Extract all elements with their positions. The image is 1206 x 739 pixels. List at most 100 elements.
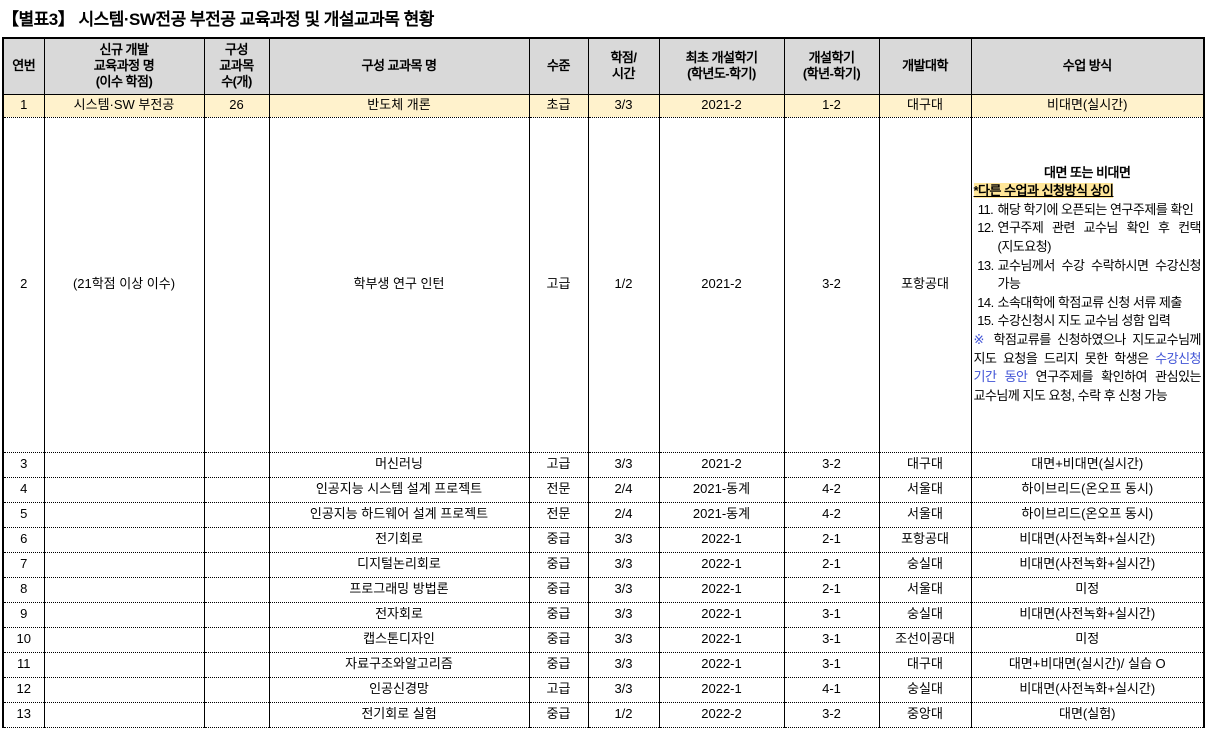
cell-first-term: 2022-1 xyxy=(658,601,784,627)
cell-no: 10 xyxy=(2,626,44,652)
cell-course-name: 전기회로 실험 xyxy=(268,701,529,728)
cell-method: 하이브리드(온오프 동시) xyxy=(970,501,1204,527)
cell-method: 하이브리드(온오프 동시) xyxy=(970,476,1204,502)
cell-university: 대구대 xyxy=(878,451,971,477)
cell-course-count xyxy=(203,701,269,728)
cell-no: 6 xyxy=(2,526,44,552)
col-header-level: 수준 xyxy=(528,38,588,95)
cell-no: 3 xyxy=(2,451,44,477)
cell-level: 고급 xyxy=(528,676,588,702)
cell-course-name: 반도체 개론 xyxy=(268,93,529,117)
cell-level: 고급 xyxy=(528,451,588,477)
table-row: 5 인공지능 하드웨어 설계 프로젝트 전문 2/4 2021-동계 4-2 서… xyxy=(2,501,1204,527)
cell-program xyxy=(43,551,204,577)
cell-method-detail: 대면 또는 비대면 *다른 수업과 신청방식 상이 11. 해당 학기에 오픈되… xyxy=(970,116,1204,452)
cell-university: 대구대 xyxy=(878,651,971,677)
cell-no: 1 xyxy=(2,93,44,117)
cell-first-term: 2022-1 xyxy=(658,626,784,652)
col-header-term: 개설학기 (학년-학기) xyxy=(783,38,879,95)
cell-level: 전문 xyxy=(528,501,588,527)
cell-university: 숭실대 xyxy=(878,601,971,627)
cell-no: 13 xyxy=(2,701,44,728)
cell-method: 대면+비대면(실시간) xyxy=(970,451,1204,477)
cell-level: 초급 xyxy=(528,93,588,117)
cell-first-term: 2022-1 xyxy=(658,676,784,702)
cell-credit-hours: 1/2 xyxy=(587,701,659,728)
cell-university: 서울대 xyxy=(878,476,971,502)
cell-program: (21학점 이상 이수) xyxy=(43,116,204,452)
table-row: 1 시스템·SW 부전공 26 반도체 개론 초급 3/3 2021-2 1-2… xyxy=(2,93,1204,117)
cell-first-term: 2021-2 xyxy=(658,451,784,477)
cell-term: 3-1 xyxy=(783,626,879,652)
method-step: 15. 수강신청시 지도 교수님 성함 입력 xyxy=(977,313,1171,329)
cell-course-count xyxy=(203,451,269,477)
method-step: 14. 소속대학에 학점교류 신청 서류 제출 xyxy=(977,294,1182,310)
cell-credit-hours: 3/3 xyxy=(587,551,659,577)
cell-no: 9 xyxy=(2,601,44,627)
cell-first-term: 2021-2 xyxy=(658,93,784,117)
table-row: 12 인공신경망 고급 3/3 2022-1 4-1 숭실대 비대면(사전녹화+… xyxy=(2,676,1204,702)
cell-level: 중급 xyxy=(528,551,588,577)
cell-program xyxy=(43,601,204,627)
cell-term: 4-2 xyxy=(783,476,879,502)
cell-credit-hours: 3/3 xyxy=(587,451,659,477)
cell-term: 2-1 xyxy=(783,526,879,552)
col-header-method: 수업 방식 xyxy=(970,38,1204,95)
cell-term: 4-1 xyxy=(783,676,879,702)
cell-first-term: 2022-1 xyxy=(658,551,784,577)
cell-method: 비대면(사전녹화+실시간) xyxy=(970,551,1204,577)
cell-term: 3-1 xyxy=(783,601,879,627)
cell-term: 3-2 xyxy=(783,701,879,728)
cell-program xyxy=(43,651,204,677)
cell-first-term: 2021-2 xyxy=(658,116,784,452)
cell-course-name: 프로그래밍 방법론 xyxy=(268,576,529,602)
table-row: 11 자료구조와알고리즘 중급 3/3 2022-1 3-1 대구대 대면+비대… xyxy=(2,651,1204,677)
cell-term: 3-2 xyxy=(783,451,879,477)
method-step: 12. 연구주제 관련 교수님 확인 후 컨택(지도요청) xyxy=(977,220,1201,255)
cell-course-count xyxy=(203,526,269,552)
cell-course-name: 캡스톤디자인 xyxy=(268,626,529,652)
cell-course-name: 전자회로 xyxy=(268,601,529,627)
cell-method: 대면+비대면(실시간)/ 실습 O xyxy=(970,651,1204,677)
cell-credit-hours: 3/3 xyxy=(587,651,659,677)
cell-course-name: 학부생 연구 인턴 xyxy=(268,116,529,452)
cell-course-name: 인공지능 시스템 설계 프로젝트 xyxy=(268,476,529,502)
cell-no: 4 xyxy=(2,476,44,502)
table-row: 10 캡스톤디자인 중급 3/3 2022-1 3-1 조선이공대 미정 xyxy=(2,626,1204,652)
table-row: 2 (21학점 이상 이수) 학부생 연구 인턴 고급 1/2 2021-2 3… xyxy=(2,116,1204,452)
cell-course-count xyxy=(203,576,269,602)
cell-no: 2 xyxy=(2,116,44,452)
cell-credit-hours: 3/3 xyxy=(587,93,659,117)
method-heading: 대면 또는 비대면 xyxy=(1044,164,1131,180)
cell-method: 비대면(사전녹화+실시간) xyxy=(970,526,1204,552)
col-header-program: 신규 개발 교육과정 명 (이수 학점) xyxy=(43,38,204,95)
cell-method: 비대면(사전녹화+실시간) xyxy=(970,676,1204,702)
cell-method: 미정 xyxy=(970,626,1204,652)
cell-level: 전문 xyxy=(528,476,588,502)
cell-level: 중급 xyxy=(528,701,588,728)
cell-university: 서울대 xyxy=(878,576,971,602)
cell-no: 8 xyxy=(2,576,44,602)
method-step: 11. 해당 학기에 오픈되는 연구주제를 확인 xyxy=(977,201,1194,217)
cell-level: 고급 xyxy=(528,116,588,452)
cell-course-count xyxy=(203,676,269,702)
table-row: 4 인공지능 시스템 설계 프로젝트 전문 2/4 2021-동계 4-2 서울… xyxy=(2,476,1204,502)
cell-credit-hours: 3/3 xyxy=(587,626,659,652)
cell-course-name: 자료구조와알고리즘 xyxy=(268,651,529,677)
cell-university: 포항공대 xyxy=(878,526,971,552)
table-row: 9 전자회로 중급 3/3 2022-1 3-1 숭실대 비대면(사전녹화+실시… xyxy=(2,601,1204,627)
cell-method: 미정 xyxy=(970,576,1204,602)
cell-level: 중급 xyxy=(528,576,588,602)
cell-university: 서울대 xyxy=(878,501,971,527)
cell-method: 비대면(사전녹화+실시간) xyxy=(970,601,1204,627)
cell-no: 11 xyxy=(2,651,44,677)
col-header-course-name: 구성 교과목 명 xyxy=(268,38,529,95)
cell-program xyxy=(43,476,204,502)
cell-term: 3-1 xyxy=(783,651,879,677)
cell-program xyxy=(43,701,204,728)
cell-level: 중급 xyxy=(528,526,588,552)
cell-program xyxy=(43,526,204,552)
cell-program xyxy=(43,451,204,477)
cell-first-term: 2022-2 xyxy=(658,701,784,728)
cell-term: 3-2 xyxy=(783,116,879,452)
